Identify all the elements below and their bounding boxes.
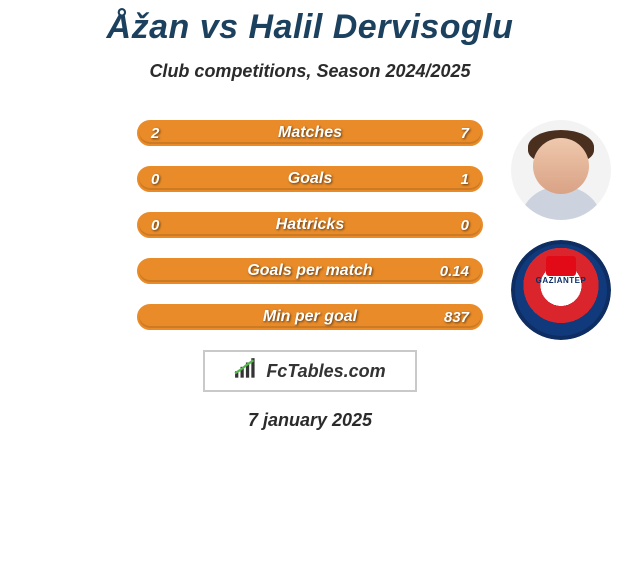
stat-label: Goals <box>139 168 481 190</box>
brand-text: FcTables.com <box>266 361 385 382</box>
stat-row-min-per-goal: Min per goal 837 <box>137 304 483 330</box>
stat-row-goals: 0 Goals 1 <box>137 166 483 192</box>
stat-left-value: 0 <box>139 214 171 236</box>
left-player-column <box>4 120 114 206</box>
stat-left-value: 0 <box>139 168 171 190</box>
stat-right-value: 0.14 <box>428 260 481 282</box>
stat-label: Matches <box>139 122 481 144</box>
stat-row-hattricks: 0 Hattricks 0 <box>137 212 483 238</box>
left-club-badge <box>18 182 113 206</box>
stat-label: Hattricks <box>139 214 481 236</box>
right-club-badge: GAZIANTEP <box>511 240 611 340</box>
stat-label: Min per goal <box>139 306 481 328</box>
stat-right-value: 0 <box>449 214 481 236</box>
stat-right-value: 837 <box>432 306 481 328</box>
right-player-avatar <box>511 120 611 220</box>
subtitle: Club competitions, Season 2024/2025 <box>0 61 620 82</box>
stat-left-value <box>139 306 163 328</box>
page-title: Åžan vs Halil Dervisoglu <box>0 8 620 47</box>
date-text: 7 january 2025 <box>0 410 620 431</box>
stat-left-value <box>139 260 163 282</box>
stat-right-value: 7 <box>449 122 481 144</box>
stat-right-value: 1 <box>449 168 481 190</box>
left-player-avatar <box>4 126 109 154</box>
chart-icon <box>234 358 260 385</box>
brand-watermark: FcTables.com <box>203 350 417 392</box>
right-player-column: GAZIANTEP <box>506 120 616 340</box>
comparison-panel: GAZIANTEP 2 Matches 7 0 Goals 1 0 Hattri… <box>0 120 620 431</box>
stat-bars: 2 Matches 7 0 Goals 1 0 Hattricks 0 Goal… <box>137 120 483 330</box>
stat-row-goals-per-match: Goals per match 0.14 <box>137 258 483 284</box>
club-badge-text: GAZIANTEP <box>511 276 611 285</box>
stat-left-value: 2 <box>139 122 171 144</box>
stat-row-matches: 2 Matches 7 <box>137 120 483 146</box>
